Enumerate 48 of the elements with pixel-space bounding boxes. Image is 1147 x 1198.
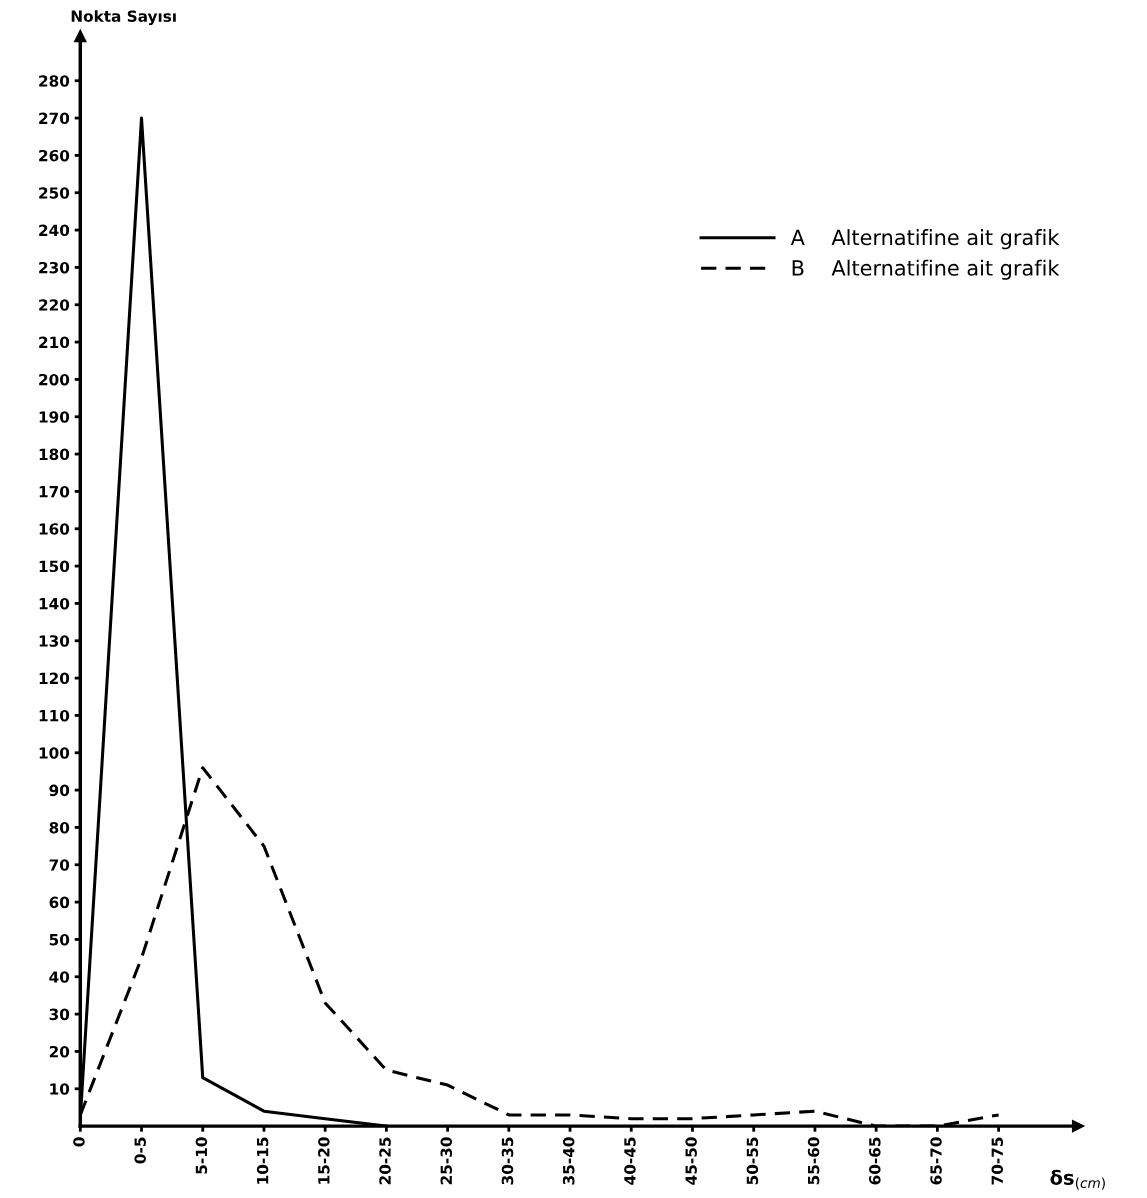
x-tick-label: 10-15 <box>256 1137 269 1184</box>
x-tick-label: 40-45 <box>624 1137 636 1185</box>
y-tick-label: 230 <box>39 261 70 274</box>
y-tick-label: 120 <box>39 672 70 685</box>
y-tick-label: 20 <box>49 1045 70 1058</box>
y-axis-title: Nokta Sayısı <box>71 10 176 26</box>
x-tick-label: 5-10 <box>195 1137 208 1174</box>
y-tick-label: 90 <box>49 784 70 797</box>
x-tick-label: 60-65 <box>869 1137 881 1185</box>
y-tick-label: 240 <box>39 224 70 237</box>
y-tick-label: 50 <box>49 933 70 946</box>
x-tick-label: 20-25 <box>379 1137 391 1185</box>
y-tick-label: 130 <box>39 635 70 647</box>
y-tick-label: 160 <box>39 523 70 535</box>
y-tick-label: 60 <box>49 896 70 909</box>
legend-label: B Alternatifine ait grafik <box>792 259 1060 280</box>
x-tick-label: 25-30 <box>440 1137 453 1185</box>
y-tick-label: 200 <box>39 373 70 386</box>
x-tick-label: 0 <box>73 1137 85 1147</box>
x-tick-label: 0-5 <box>134 1137 146 1164</box>
x-tick-label: 55-60 <box>807 1137 820 1185</box>
y-tick-label: 180 <box>39 448 70 461</box>
x-axis-title: δs$_{(cm)}$ <box>1050 1169 1105 1190</box>
y-tick-label: 80 <box>49 821 70 834</box>
x-tick-label: 35-40 <box>562 1137 575 1185</box>
y-tick-label: 280 <box>39 75 70 87</box>
y-tick-label: 270 <box>39 112 70 125</box>
y-tick-label: 10 <box>50 1083 70 1095</box>
legend-label: A Alternatifine ait grafik <box>790 229 1060 250</box>
y-tick-label: 190 <box>39 411 70 423</box>
y-tick-label: 170 <box>39 485 70 498</box>
x-tick-label: 15-20 <box>318 1137 330 1184</box>
x-tick-label: 70-75 <box>991 1137 1004 1185</box>
y-tick-label: 100 <box>39 747 70 759</box>
y-tick-label: 260 <box>39 149 70 162</box>
y-tick-label: 250 <box>39 187 70 199</box>
x-tick-label: 65-70 <box>930 1137 942 1185</box>
y-tick-label: 40 <box>49 971 70 983</box>
y-tick-label: 70 <box>49 859 70 871</box>
x-tick-label: 50-55 <box>746 1137 759 1185</box>
y-tick-label: 220 <box>39 299 70 311</box>
y-tick-label: 30 <box>49 1008 70 1021</box>
y-tick-label: 150 <box>39 560 70 573</box>
x-tick-label: 30-35 <box>501 1137 514 1185</box>
y-tick-label: 140 <box>39 597 70 610</box>
x-tick-label: 45-50 <box>685 1137 697 1185</box>
y-tick-label: 210 <box>39 336 70 349</box>
y-tick-label: 110 <box>39 709 70 722</box>
